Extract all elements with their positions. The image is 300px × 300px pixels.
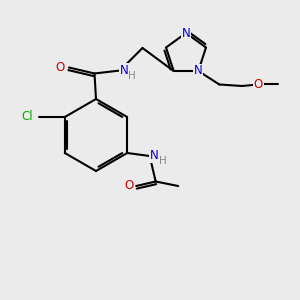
Text: H: H [159,156,167,167]
Text: N: N [194,64,203,77]
Text: N: N [150,149,158,163]
Text: N: N [182,26,190,40]
Text: O: O [124,179,133,193]
Text: O: O [254,78,263,91]
Text: N: N [120,64,129,77]
Text: Cl: Cl [22,110,33,124]
Text: H: H [128,71,136,81]
Text: O: O [55,61,64,74]
